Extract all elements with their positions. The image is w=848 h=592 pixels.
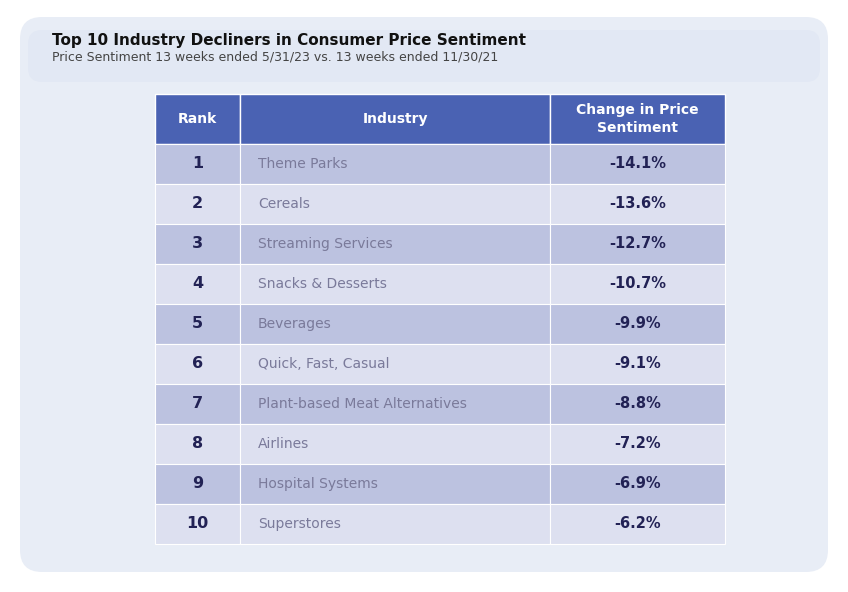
Bar [240,344,550,384]
Text: Price Sentiment 13 weeks ended 5/31/23 vs. 13 weeks ended 11/30/21: Price Sentiment 13 weeks ended 5/31/23 v… [52,50,499,63]
Bar [550,504,725,544]
Text: 1: 1 [192,156,203,172]
Text: -12.7%: -12.7% [609,236,666,252]
Bar [155,224,240,264]
FancyBboxPatch shape [28,30,820,82]
Bar [240,304,550,344]
Bar [240,94,550,144]
Bar [155,424,240,464]
Bar [550,94,725,144]
Text: -8.8%: -8.8% [614,397,661,411]
Text: -9.9%: -9.9% [614,317,661,332]
Bar [155,504,240,544]
Bar [155,384,240,424]
Bar [240,264,550,304]
Bar [155,464,240,504]
Text: -10.7%: -10.7% [609,276,666,291]
Bar [240,224,550,264]
Bar [550,464,725,504]
Bar [240,504,550,544]
Text: Streaming Services: Streaming Services [258,237,393,251]
Text: 4: 4 [192,276,203,291]
Text: 7: 7 [192,397,203,411]
Bar [155,344,240,384]
Text: 8: 8 [192,436,203,452]
Text: 2: 2 [192,197,203,211]
Bar [550,344,725,384]
Bar [155,94,240,144]
Text: -7.2%: -7.2% [614,436,661,452]
Bar [550,144,725,184]
Text: 3: 3 [192,236,203,252]
Text: 6: 6 [192,356,203,372]
Text: Hospital Systems: Hospital Systems [258,477,378,491]
Text: Superstores: Superstores [258,517,341,531]
Bar [550,224,725,264]
Bar [550,184,725,224]
Text: Airlines: Airlines [258,437,310,451]
Text: -6.9%: -6.9% [614,477,661,491]
Text: Snacks & Desserts: Snacks & Desserts [258,277,387,291]
Text: -9.1%: -9.1% [614,356,661,372]
Bar [240,184,550,224]
Bar [240,464,550,504]
Text: Industry: Industry [362,112,427,126]
Text: Change in Price
Sentiment: Change in Price Sentiment [576,104,699,134]
Bar [155,264,240,304]
Bar [155,144,240,184]
Text: 9: 9 [192,477,203,491]
Bar [550,424,725,464]
Bar [240,144,550,184]
Text: -6.2%: -6.2% [614,516,661,532]
Text: Top 10 Industry Decliners in Consumer Price Sentiment: Top 10 Industry Decliners in Consumer Pr… [52,34,526,49]
Text: Cereals: Cereals [258,197,310,211]
Text: Quick, Fast, Casual: Quick, Fast, Casual [258,357,389,371]
Text: Theme Parks: Theme Parks [258,157,348,171]
Text: -13.6%: -13.6% [609,197,666,211]
Bar [550,264,725,304]
Bar [550,304,725,344]
Text: -14.1%: -14.1% [609,156,666,172]
FancyBboxPatch shape [20,17,828,572]
Text: 5: 5 [192,317,203,332]
Bar [155,304,240,344]
Text: Rank: Rank [178,112,217,126]
Bar [240,384,550,424]
Bar [550,384,725,424]
Bar [155,184,240,224]
Bar [240,424,550,464]
Text: 10: 10 [187,516,209,532]
Text: Beverages: Beverages [258,317,332,331]
Text: Plant-based Meat Alternatives: Plant-based Meat Alternatives [258,397,467,411]
